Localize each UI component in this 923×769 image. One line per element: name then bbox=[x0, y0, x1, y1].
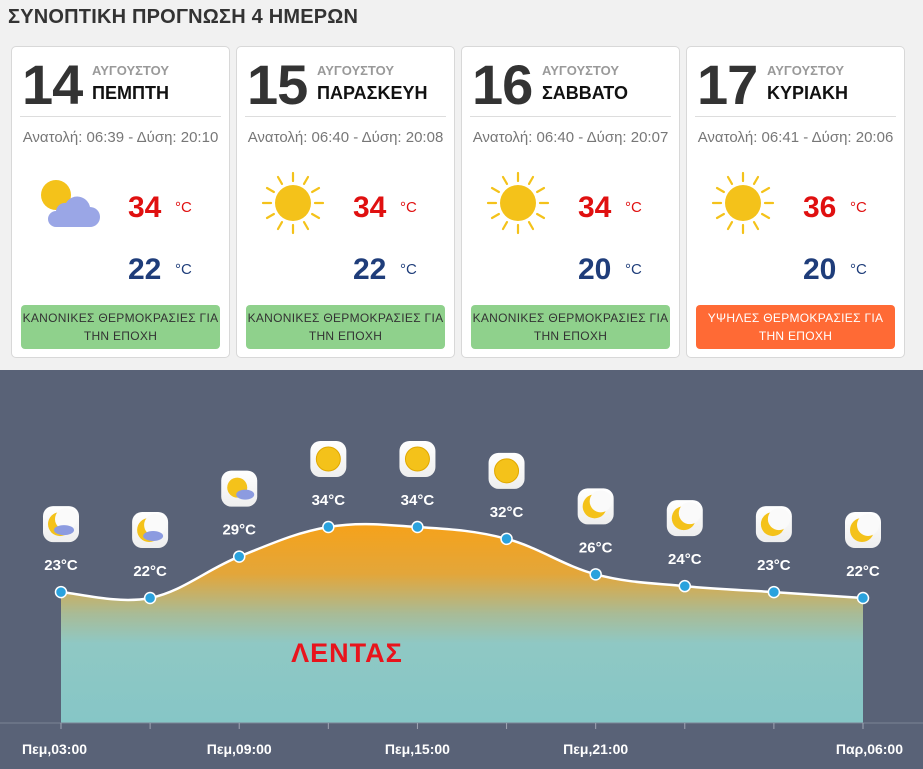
month-label: ΑΥΓΟΥΣΤΟΥ bbox=[317, 63, 395, 78]
location-label: ΛΕΝΤΑΣ bbox=[291, 638, 403, 668]
data-label: 24°C bbox=[668, 551, 702, 568]
weekday-label: ΣΑΒΒΑΤΟ bbox=[542, 83, 628, 103]
max-temp: 34 bbox=[578, 191, 612, 224]
temperature-status-badge: ΥΨΗΛΕΣ ΘΕΡΜΟΚΡΑΣΙΕΣ ΓΙΑ ΤΗΝ ΕΠΟΧΗ bbox=[696, 305, 895, 349]
min-temp: 22 bbox=[353, 253, 387, 286]
moon-icon bbox=[666, 500, 703, 537]
data-point[interactable] bbox=[411, 520, 424, 534]
weekday-label: ΠΑΡΑΣΚΕΥΗ bbox=[317, 83, 428, 103]
temperature-status-badge: ΚΑΝΟΝΙΚΕΣ ΘΕΡΜΟΚΡΑΣΙΕΣ ΓΙΑ ΤΗΝ ΕΠΟΧΗ bbox=[21, 305, 220, 349]
sun-icon bbox=[259, 169, 327, 237]
data-label: 29°C bbox=[222, 522, 256, 539]
data-label: 22°C bbox=[133, 563, 167, 580]
data-point[interactable] bbox=[767, 585, 781, 599]
sun-icon bbox=[484, 169, 552, 237]
sun-icon bbox=[709, 169, 777, 237]
temperature-chart: ΛΕΝΤΑΣ 23°C Πεμ,03:00 22°C 29°C Πεμ,09:00 34°C… bbox=[0, 441, 923, 757]
forecast-cards: 14 ΑΥΓΟΥΣΤΟΥ ΠΕΜΠΤΗ Ανατολή: 06:39 - Δύσ… bbox=[11, 46, 915, 358]
sun-icon bbox=[399, 441, 436, 477]
divider bbox=[695, 116, 896, 117]
min-temp-unit: °C bbox=[175, 261, 192, 278]
x-tick-label: Πεμ,03:00 bbox=[22, 741, 87, 757]
min-temp-unit: °C bbox=[625, 261, 642, 278]
moon-cloud-icon bbox=[43, 506, 79, 543]
partly-cloudy-icon bbox=[34, 169, 102, 237]
data-label: 23°C bbox=[757, 557, 791, 574]
x-tick-label: Πεμ,15:00 bbox=[385, 741, 450, 757]
data-label: 22°C bbox=[846, 563, 880, 580]
sunrise-sunset: Ανατολή: 06:40 - Δύση: 20:07 bbox=[472, 129, 669, 146]
x-tick-label: Παρ,06:00 bbox=[836, 741, 903, 757]
min-temp: 22 bbox=[128, 253, 162, 286]
data-point[interactable] bbox=[54, 585, 68, 599]
day-card: 16 ΑΥΓΟΥΣΤΟΥ ΣΑΒΒΑΤΟ Ανατολή: 06:40 - Δύ… bbox=[461, 46, 680, 358]
data-point[interactable] bbox=[856, 591, 870, 605]
data-label: 34°C bbox=[312, 492, 346, 509]
data-point[interactable] bbox=[500, 532, 513, 546]
max-temp-unit: °C bbox=[625, 199, 642, 216]
data-label: 32°C bbox=[490, 504, 524, 521]
max-temp-unit: °C bbox=[850, 199, 867, 216]
min-temp-unit: °C bbox=[850, 261, 867, 278]
max-temp: 34 bbox=[353, 191, 387, 224]
data-point[interactable] bbox=[589, 568, 602, 581]
day-card: 17 ΑΥΓΟΥΣΤΟΥ ΚΥΡΙΑΚΗ Ανατολή: 06:41 - Δύ… bbox=[686, 46, 905, 358]
day-number: 14 bbox=[22, 53, 83, 116]
sun-icon bbox=[488, 452, 525, 489]
data-label: 34°C bbox=[401, 492, 435, 509]
moon-cloud-icon bbox=[132, 512, 169, 548]
sunrise-sunset: Ανατολή: 06:40 - Δύση: 20:08 bbox=[247, 129, 444, 146]
month-label: ΑΥΓΟΥΣΤΟΥ bbox=[92, 63, 170, 78]
data-point[interactable] bbox=[232, 550, 246, 563]
day-card: 14 ΑΥΓΟΥΣΤΟΥ ΠΕΜΠΤΗ Ανατολή: 06:39 - Δύσ… bbox=[11, 46, 230, 358]
max-temp: 34 bbox=[128, 191, 162, 224]
max-temp-unit: °C bbox=[175, 199, 192, 216]
min-temp: 20 bbox=[803, 253, 837, 286]
day-number: 15 bbox=[247, 53, 308, 116]
weekday-label: ΚΥΡΙΑΚΗ bbox=[767, 83, 849, 103]
x-tick-label: Πεμ,21:00 bbox=[563, 741, 628, 757]
temperature-status-badge: ΚΑΝΟΝΙΚΕΣ ΘΕΡΜΟΚΡΑΣΙΕΣ ΓΙΑ ΤΗΝ ΕΠΟΧΗ bbox=[471, 305, 670, 349]
month-label: ΑΥΓΟΥΣΤΟΥ bbox=[542, 63, 620, 78]
divider bbox=[20, 116, 221, 117]
min-temp: 20 bbox=[578, 253, 612, 286]
x-tick-label: Πεμ,09:00 bbox=[207, 741, 272, 757]
data-point[interactable] bbox=[322, 520, 335, 534]
temperature-area bbox=[61, 524, 863, 723]
day-number: 16 bbox=[472, 53, 533, 116]
data-point[interactable] bbox=[678, 579, 692, 593]
sunrise-sunset: Ανατολή: 06:41 - Δύση: 20:06 bbox=[697, 129, 894, 146]
data-label: 26°C bbox=[579, 539, 613, 556]
temperature-line bbox=[60, 522, 864, 602]
data-point[interactable] bbox=[143, 591, 157, 605]
page-title: ΣΥΝΟΠΤΙΚΗ ΠΡΟΓΝΩΣΗ 4 ΗΜΕΡΩΝ bbox=[8, 6, 359, 28]
sun-icon bbox=[310, 441, 347, 477]
temperature-status-badge: ΚΑΝΟΝΙΚΕΣ ΘΕΡΜΟΚΡΑΣΙΕΣ ΓΙΑ ΤΗΝ ΕΠΟΧΗ bbox=[246, 305, 445, 349]
data-label: 23°C bbox=[44, 557, 78, 574]
hourly-chart-panel: ΛΕΝΤΑΣ 23°C Πεμ,03:00 22°C 29°C Πεμ,09:00 34°C… bbox=[0, 370, 923, 769]
sun-cloud-icon bbox=[221, 470, 258, 507]
day-card: 15 ΑΥΓΟΥΣΤΟΥ ΠΑΡΑΣΚΕΥΗ Ανατολή: 06:40 - … bbox=[236, 46, 455, 358]
moon-icon bbox=[577, 488, 614, 525]
min-temp-unit: °C bbox=[400, 261, 417, 278]
moon-icon bbox=[755, 506, 792, 543]
moon-icon bbox=[845, 512, 881, 548]
max-temp-unit: °C bbox=[400, 199, 417, 216]
max-temp: 36 bbox=[803, 191, 837, 224]
day-number: 17 bbox=[697, 53, 758, 116]
divider bbox=[470, 116, 671, 117]
sunrise-sunset: Ανατολή: 06:39 - Δύση: 20:10 bbox=[22, 129, 219, 146]
divider bbox=[245, 116, 446, 117]
weekday-label: ΠΕΜΠΤΗ bbox=[92, 83, 169, 103]
month-label: ΑΥΓΟΥΣΤΟΥ bbox=[767, 63, 845, 78]
